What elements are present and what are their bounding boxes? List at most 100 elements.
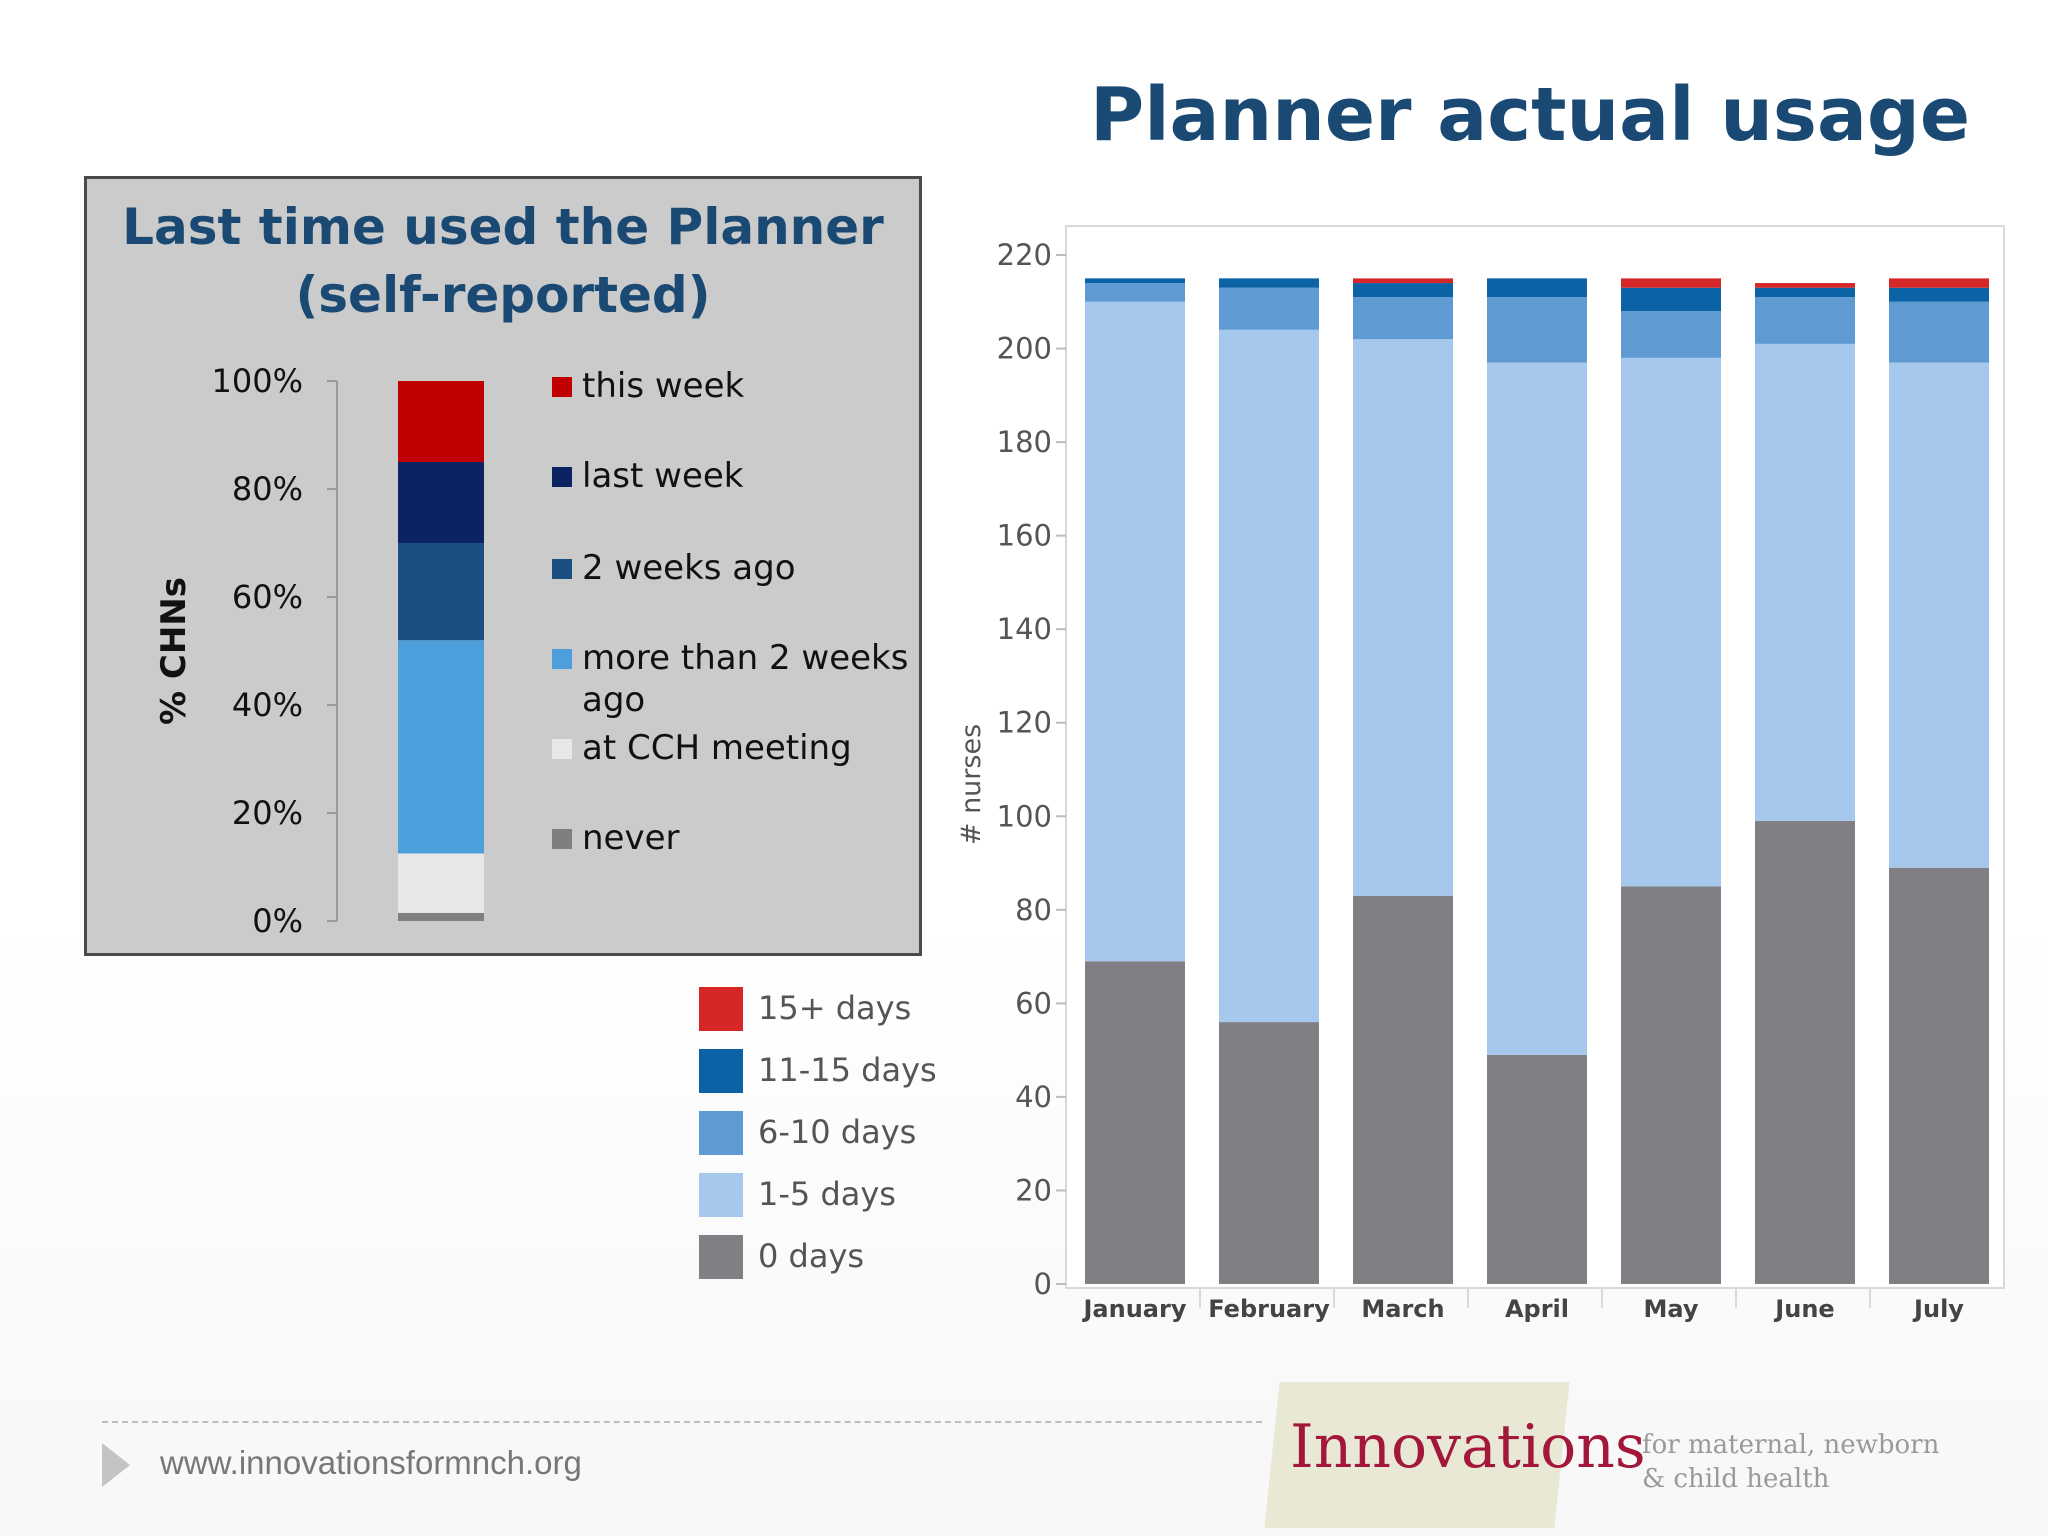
y-tick-label: 0% xyxy=(252,902,303,940)
legend-swatch xyxy=(552,559,572,579)
bar-may-6-10-days xyxy=(1621,311,1721,358)
legend-swatch xyxy=(699,1235,743,1279)
legend-swatch xyxy=(699,987,743,1031)
left-chart-title: Last time used the Planner (self-reporte… xyxy=(87,193,919,329)
legend-label: more than 2 weeks ago xyxy=(582,638,908,720)
legend-swatch xyxy=(699,1111,743,1155)
bar-june-6-10-days xyxy=(1755,297,1855,344)
legend-label: never xyxy=(582,818,680,858)
bar-june-15-days xyxy=(1755,283,1855,288)
legend-label: this week xyxy=(582,366,744,406)
bar-february-6-10-days xyxy=(1219,287,1319,330)
bar-may-0-days xyxy=(1621,886,1721,1284)
legend-label: 15+ days xyxy=(758,989,911,1027)
bar-june-0-days xyxy=(1755,820,1855,1284)
y-tick-label: 40 xyxy=(1015,1080,1052,1114)
legend-swatch xyxy=(552,649,572,669)
y-tick-label: 100% xyxy=(212,362,303,400)
left-chart-title-line-1: Last time used the Planner xyxy=(122,198,884,256)
y-tick-label: 20% xyxy=(232,794,303,832)
bar-march-15-days xyxy=(1353,278,1453,284)
legend-label: 6-10 days xyxy=(758,1113,916,1151)
bar-february-1-5-days xyxy=(1219,329,1319,1023)
logo-tagline-line-1: for maternal, newborn xyxy=(1642,1430,1940,1460)
y-tick-label: 60 xyxy=(1015,986,1052,1020)
bar-january-0-days xyxy=(1085,961,1185,1284)
bar-april-0-days xyxy=(1487,1054,1587,1284)
footer-url[interactable]: www.innovationsformnch.org xyxy=(160,1444,582,1481)
legend-label: 1-5 days xyxy=(758,1175,896,1213)
legend-label: 11-15 days xyxy=(758,1051,937,1089)
bar-march-6-10-days xyxy=(1353,297,1453,340)
bar-january-1-5-days xyxy=(1085,301,1185,962)
x-tick-label: March xyxy=(1361,1295,1444,1323)
legend-label: at CCH meeting xyxy=(582,728,852,768)
y-axis-label: # nurses xyxy=(956,724,987,845)
bar-may-15-days xyxy=(1621,278,1721,288)
bar-segment-this-week xyxy=(398,381,484,462)
right-stacked-bar-chart: 0 20 40 60 80 100 120 140 160 180 200 220 # nurses Ja… xyxy=(699,225,2005,1323)
y-tick-label: 40% xyxy=(232,686,303,724)
bar-july-0-days xyxy=(1889,867,1989,1284)
y-tick-label: 160 xyxy=(997,519,1052,553)
y-tick-label: 200 xyxy=(997,332,1052,366)
legend-swatch xyxy=(552,739,572,759)
logo-tagline: for maternal, newborn & child health xyxy=(1642,1428,1939,1496)
bar-april-1-5-days xyxy=(1487,362,1587,1055)
x-tick-label: January xyxy=(1082,1295,1187,1323)
left-stacked-bar-chart: 0% 20% 40% 60% 80% 100% % CHNs this week last we… xyxy=(154,362,908,940)
bar-segment-2-weeks-ago xyxy=(398,543,484,641)
left-chart-title-line-2: (self-reported) xyxy=(295,266,711,324)
legend-label: 0 days xyxy=(758,1237,864,1275)
footer-divider xyxy=(102,1421,1262,1423)
y-tick-label: 120 xyxy=(997,706,1052,740)
legend-swatch xyxy=(699,1173,743,1217)
bar-segment-last-week xyxy=(398,462,484,543)
bar-segment-never xyxy=(398,912,484,921)
y-tick-label: 140 xyxy=(997,612,1052,646)
bar-june-1-5-days xyxy=(1755,343,1855,821)
y-tick-label: 60% xyxy=(232,578,303,616)
y-tick-label: 220 xyxy=(997,238,1052,272)
x-tick-label: July xyxy=(1912,1295,1964,1323)
bar-july-1-5-days xyxy=(1889,362,1989,868)
y-tick-label: 180 xyxy=(997,425,1052,459)
bar-march-1-5-days xyxy=(1353,339,1453,896)
y-tick-label: 20 xyxy=(1015,1173,1052,1207)
y-axis-label: % CHNs xyxy=(154,577,194,725)
bar-april-6-10-days xyxy=(1487,297,1587,363)
bar-april-11-15-days xyxy=(1487,278,1587,298)
bar-march-11-15-days xyxy=(1353,283,1453,298)
legend-swatch xyxy=(552,829,572,849)
y-tick-label: 0 xyxy=(1034,1267,1052,1301)
legend-swatch xyxy=(699,1049,743,1093)
logo-tagline-line-2: & child health xyxy=(1642,1464,1830,1494)
legend-label: last week xyxy=(582,456,744,496)
x-tick-label: April xyxy=(1505,1295,1569,1323)
bar-february-0-days xyxy=(1219,1022,1319,1284)
bar-may-1-5-days xyxy=(1621,357,1721,887)
bar-july-6-10-days xyxy=(1889,301,1989,363)
legend-swatch xyxy=(552,467,572,487)
footer-arrow-icon xyxy=(102,1443,130,1487)
bar-january-6-10-days xyxy=(1085,283,1185,302)
y-tick-label: 80% xyxy=(232,470,303,508)
bar-january-11-15-days xyxy=(1085,278,1185,284)
x-tick-label: February xyxy=(1208,1295,1330,1323)
y-tick-label: 80 xyxy=(1015,893,1052,927)
page-title: Planner actual usage xyxy=(1089,72,1971,158)
x-tick-label: June xyxy=(1773,1295,1834,1323)
legend-label: 2 weeks ago xyxy=(582,548,796,588)
bar-june-11-15-days xyxy=(1755,287,1855,298)
bar-segment-at-CCH-meeting xyxy=(398,853,484,913)
self-reported-panel: Last time used the Planner (self-reporte… xyxy=(84,176,922,956)
bar-july-15-days xyxy=(1889,278,1989,288)
bar-march-0-days xyxy=(1353,895,1453,1284)
legend-swatch xyxy=(552,377,572,397)
bar-february-11-15-days xyxy=(1219,278,1319,288)
bar-may-11-15-days xyxy=(1621,287,1721,312)
logo-wordmark: Innovations xyxy=(1290,1412,1646,1482)
y-tick-label: 100 xyxy=(997,799,1052,833)
bar-segment-more-than-2-weeks-ago xyxy=(398,640,484,854)
x-tick-label: May xyxy=(1644,1295,1699,1323)
